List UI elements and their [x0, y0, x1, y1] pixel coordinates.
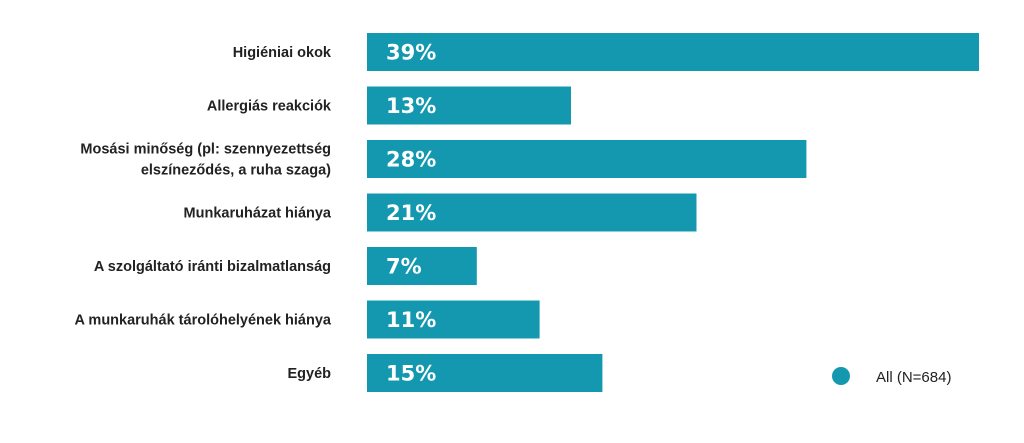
- category-label-3: Munkaruházat hiánya: [184, 206, 332, 222]
- legend: All (N=684): [832, 367, 951, 386]
- value-label-1: 13%: [386, 94, 436, 118]
- bar-5: [367, 300, 540, 339]
- category-label-6: Egyéb: [287, 366, 331, 382]
- bar-3: [367, 193, 697, 232]
- category-label-4: A szolgáltató iránti bizalmatlanság: [94, 259, 331, 275]
- category-label-0: Higiéniai okok: [233, 45, 332, 61]
- value-labels: 39% 13% 28% 21% 7% 11% 15%: [386, 41, 436, 386]
- category-label-5: A munkaruhák tárolóhelyének hiánya: [74, 313, 331, 329]
- value-label-2: 28%: [386, 148, 436, 172]
- category-label-1: Allergiás reakciók: [207, 99, 332, 115]
- value-label-3: 21%: [386, 201, 436, 225]
- legend-label: All (N=684): [876, 369, 951, 386]
- value-label-6: 15%: [386, 362, 436, 386]
- bar-1: [367, 86, 571, 125]
- category-label-2-line-1: elszíneződés, a ruha szaga): [141, 163, 331, 179]
- value-label-0: 39%: [386, 41, 436, 65]
- bar-4: [367, 247, 477, 285]
- category-labels: Higiéniai okok Allergiás reakciók Mosási m…: [74, 45, 331, 382]
- bar-2: [367, 140, 807, 178]
- bar-0: [367, 33, 979, 71]
- value-label-5: 11%: [386, 308, 436, 332]
- bar-6: [367, 354, 603, 392]
- bars: [367, 33, 979, 392]
- value-label-4: 7%: [386, 255, 422, 279]
- legend-marker: [832, 367, 850, 385]
- category-label-2-line-0: Mosási minőség (pl: szennyezettség: [80, 142, 331, 158]
